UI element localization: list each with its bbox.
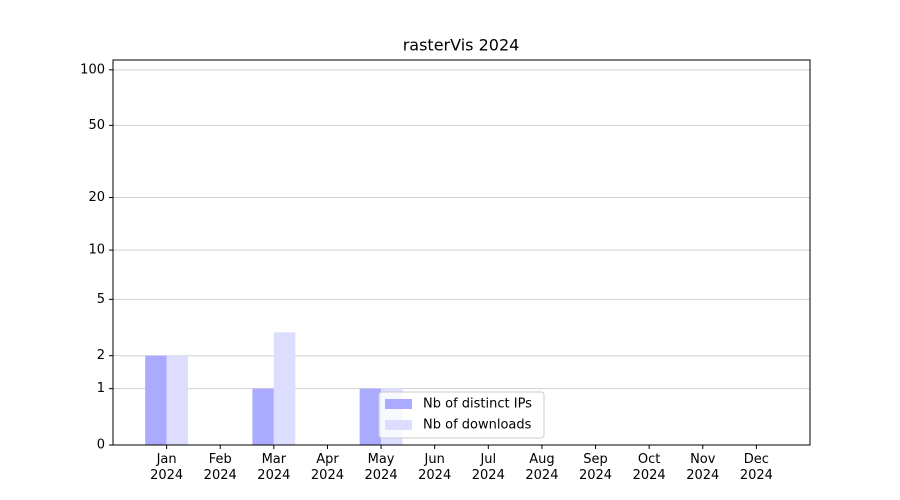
bar <box>273 332 296 445</box>
x-tick-label: Oct 2024 <box>632 452 666 483</box>
y-tick-label: 50 <box>88 118 105 133</box>
y-tick-label: 10 <box>88 243 105 258</box>
y-tick-label: 2 <box>97 348 105 363</box>
y-tick-label: 20 <box>88 190 105 205</box>
x-tick-label: Jun 2024 <box>418 452 452 483</box>
x-tick-label: Mar 2024 <box>257 452 291 483</box>
x-tick-label: Jan 2024 <box>150 452 184 483</box>
y-tick-label: 100 <box>80 62 105 77</box>
y-tick-label: 1 <box>97 381 105 396</box>
y-tick-label: 0 <box>97 438 105 453</box>
y-tick-label: 5 <box>97 292 105 307</box>
chart-title: rasterVis 2024 <box>403 36 520 55</box>
legend-swatch <box>385 399 412 409</box>
legend-label: Nb of distinct IPs <box>423 397 532 412</box>
bar <box>359 388 382 445</box>
x-tick-label: Apr 2024 <box>310 452 344 483</box>
plot-frame <box>112 59 811 446</box>
bar <box>252 388 274 445</box>
bar <box>145 355 167 445</box>
x-tick-label: Aug 2024 <box>525 452 559 483</box>
grid <box>113 69 810 446</box>
bar <box>166 355 189 445</box>
x-tick-label: Jul 2024 <box>471 452 505 483</box>
legend-box <box>378 391 545 439</box>
x-tick-label: Sep 2024 <box>578 452 613 483</box>
x-tick-label: Nov 2024 <box>686 452 720 483</box>
x-tick-label: Feb 2024 <box>203 452 237 483</box>
x-tick-label: Dec 2024 <box>739 452 773 483</box>
legend-swatch <box>385 420 412 430</box>
x-tick-label: May 2024 <box>364 452 398 483</box>
legend-label: Nb of downloads <box>423 418 532 433</box>
